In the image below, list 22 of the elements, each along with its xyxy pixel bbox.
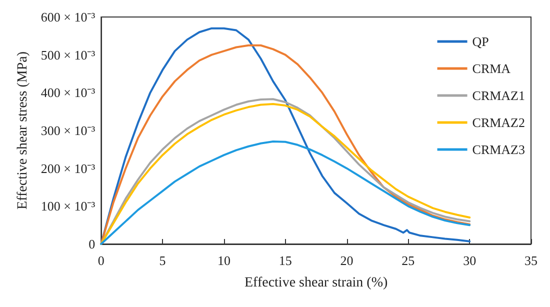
- x-tick-label: 30: [463, 253, 476, 268]
- y-tick-label: 500 × 10⁻³: [40, 47, 96, 62]
- y-tick-label: 600 × 10⁻³: [40, 10, 96, 24]
- x-tick-label: 25: [402, 253, 415, 268]
- y-tick-label: 100 × 10⁻³: [40, 198, 96, 214]
- y-tick-label: 400 × 10⁻³: [40, 85, 96, 100]
- legend-label: CRMAZ1: [472, 88, 526, 103]
- legend-label: CRMAZ2: [472, 115, 526, 130]
- x-tick-label: 5: [159, 253, 166, 268]
- legend-label: CRMA: [472, 61, 512, 76]
- x-tick-label: 15: [278, 253, 292, 268]
- legend-label: CRMAZ3: [472, 142, 526, 157]
- y-tick-label: 0: [88, 236, 96, 252]
- legend-label: QP: [472, 34, 489, 49]
- y-tick-label: 200 × 10⁻³: [40, 160, 96, 176]
- x-tick-label: 35: [524, 253, 538, 268]
- y-axis-title: Effective shear stress (MPa): [16, 51, 30, 210]
- line-series: [100, 140, 471, 245]
- y-tick-label: 300 × 10⁻³: [40, 123, 96, 138]
- x-axis-title: Effective shear strain (%): [244, 276, 388, 290]
- x-tick-label: 10: [217, 253, 230, 268]
- x-tick-label: 20: [340, 253, 354, 268]
